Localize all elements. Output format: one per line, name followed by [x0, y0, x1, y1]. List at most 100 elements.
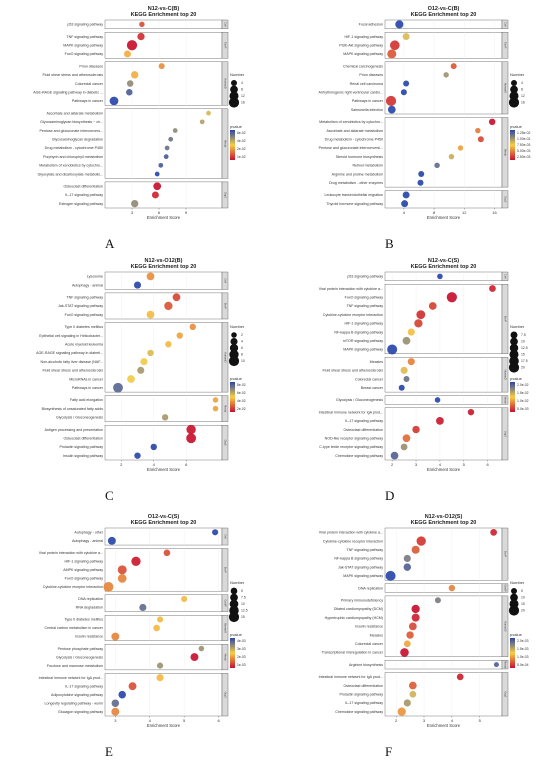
facet-strip [501, 271, 509, 281]
x-tick-label: 5 [463, 462, 466, 467]
facet-strip-label: Metab [223, 653, 227, 661]
enrichment-point [137, 32, 145, 41]
enrichment-point [411, 604, 420, 614]
enrichment-point [117, 574, 127, 583]
enrichment-point [402, 434, 411, 443]
facet-strip-label: HumanD [503, 621, 507, 631]
enrichment-point [165, 341, 172, 348]
pathway-label: Autophagy - animal [72, 283, 103, 287]
enrichment-point [131, 71, 139, 79]
color-legend-tick: 5.00e-03 [517, 149, 530, 153]
facet-strip [221, 615, 229, 641]
size-legend-dot [508, 362, 520, 373]
facet-box [104, 108, 223, 179]
facet-strip-label: EnvP [223, 303, 227, 309]
pathway-label: Viral protein interaction with cytokine … [319, 287, 383, 291]
panel-letter: A [105, 236, 115, 251]
facet-strip-label: HumanD [503, 83, 507, 93]
pathway-label: Hypertrophic cardiomyopathy (HCM) [325, 616, 383, 620]
color-legend-tick: 2e-03 [237, 655, 246, 659]
x-axis-label: Enrichment Score [147, 215, 181, 220]
color-legend-tick: 1.5e-03 [517, 647, 529, 651]
pathway-label: FoxO signaling pathway [65, 52, 104, 56]
x-tick-label: 4 [451, 718, 454, 723]
panel-letter: D [385, 488, 394, 503]
enrichment-point [111, 632, 120, 641]
facet-box [384, 117, 503, 188]
pathway-label: Cytokine-cytokine receptor interaction [43, 585, 103, 589]
enrichment-point [407, 358, 415, 366]
enrichment-point [128, 682, 137, 691]
pathway-label: Osteoclast differentiation [344, 684, 384, 688]
x-tick-label: 4 [153, 462, 156, 467]
pathway-label: Glycosaminoglycan biosynthesis ~ ch... [40, 120, 103, 124]
enrichment-point [164, 145, 170, 151]
pathway-label: Ascorbate and aldarate metabolism [326, 129, 383, 133]
pathway-label: MAPK signaling pathway [343, 52, 383, 56]
size-legend-title: Number [510, 324, 525, 329]
chart-panel-e: O12-vs-C(S)KEGG Enrichment top 20 Cell Aut… [39, 514, 248, 759]
size-legend-value: 5 [241, 589, 243, 593]
pathway-label: Pathways in cancer [72, 386, 104, 390]
facet-strip-label: Metab [503, 661, 507, 669]
pathway-label: Acute myeloid leukemia [65, 342, 103, 346]
enrichment-point [446, 292, 457, 303]
facet-strip-label: GenIP [223, 600, 227, 608]
size-legend-value: 20 [521, 609, 525, 613]
chart-title: N12-vs-C(B) [148, 6, 180, 12]
pathway-label: Biosynthesis of unsaturated fatty acids [42, 407, 104, 411]
x-tick-label: 6 [185, 462, 188, 467]
pathway-label: Viral protein interaction with cytokine … [39, 551, 103, 555]
pathway-label: PI3K-Akt signaling pathway [339, 43, 383, 47]
facet-strip-label: HumanD [223, 78, 227, 88]
size-legend-value: 10 [241, 359, 245, 363]
chart-subtitle: KEGG Enrichment top 20 [411, 264, 477, 270]
pathway-label: Estrogen signaling pathway [59, 202, 103, 206]
facet-strip-label: EnvP [223, 42, 227, 48]
color-legend-tick: 2e-02 [237, 147, 246, 151]
x-tick-label: 6 [217, 718, 220, 723]
size-legend-value: 4 [521, 81, 523, 85]
facet-strip [221, 395, 229, 422]
color-legend-tick: 6e-02 [237, 391, 246, 395]
pathway-label: Metabolism of xenobiotics by cytochro... [39, 164, 103, 168]
enrichment-point [397, 707, 406, 716]
enrichment-point [139, 603, 147, 612]
pathway-label: DNA replication [358, 586, 383, 590]
pathway-label: HIF-1 signaling pathway [344, 35, 383, 39]
size-legend-dot [510, 337, 518, 346]
size-legend-title: Number [230, 72, 245, 77]
facet-box [104, 32, 223, 59]
pathway-label: Insulin signaling pathway [63, 454, 103, 458]
enrichment-point [158, 63, 165, 70]
facet-strip-label: Metab [503, 149, 507, 157]
pathway-label: MAPK signaling pathway [343, 348, 383, 352]
size-legend-value: 2 [241, 333, 243, 337]
pathway-label: IL-17 signaling pathway [65, 193, 103, 197]
size-legend-dot [231, 80, 237, 86]
pathway-label: Glyoxylate and dicarboxylate metabolis..… [38, 172, 103, 176]
color-legend-tick: 4e-02 [237, 399, 246, 403]
pathway-label: Arginine and proline metabolism [332, 172, 383, 176]
facet-strip [221, 32, 229, 59]
facet-strip [221, 19, 229, 29]
chart-title: N12-vs-O12(B) [145, 258, 183, 264]
pathway-label: Intestinal immune network for IgA prod..… [319, 675, 383, 679]
facet-strip-label: Metab [503, 396, 507, 404]
pathway-label: TNF signaling pathway [66, 35, 103, 39]
pathway-label: Leukocyte transendothelial migration [324, 193, 383, 197]
facet-strip [501, 395, 509, 405]
chart-subtitle: KEGG Enrichment top 20 [131, 12, 197, 18]
pathway-label: Colorectal cancer [75, 82, 104, 86]
pathway-label: Transcriptional misregulation in cancer [322, 651, 384, 655]
enrichment-point [489, 285, 496, 292]
color-legend-tick: 8e-02 [237, 383, 246, 387]
size-legend-title: Number [230, 580, 245, 585]
size-legend-dot [508, 97, 520, 108]
pathway-label: C-type lectin receptor signaling pathway [319, 445, 383, 449]
pathway-label: FoxO signaling pathway [65, 577, 104, 581]
pathway-label: TNF signaling pathway [346, 548, 383, 552]
color-legend-tick: 2.50e-03 [517, 155, 530, 159]
color-legend-bar [510, 638, 515, 668]
facet-strip-label: Metab [223, 405, 227, 413]
